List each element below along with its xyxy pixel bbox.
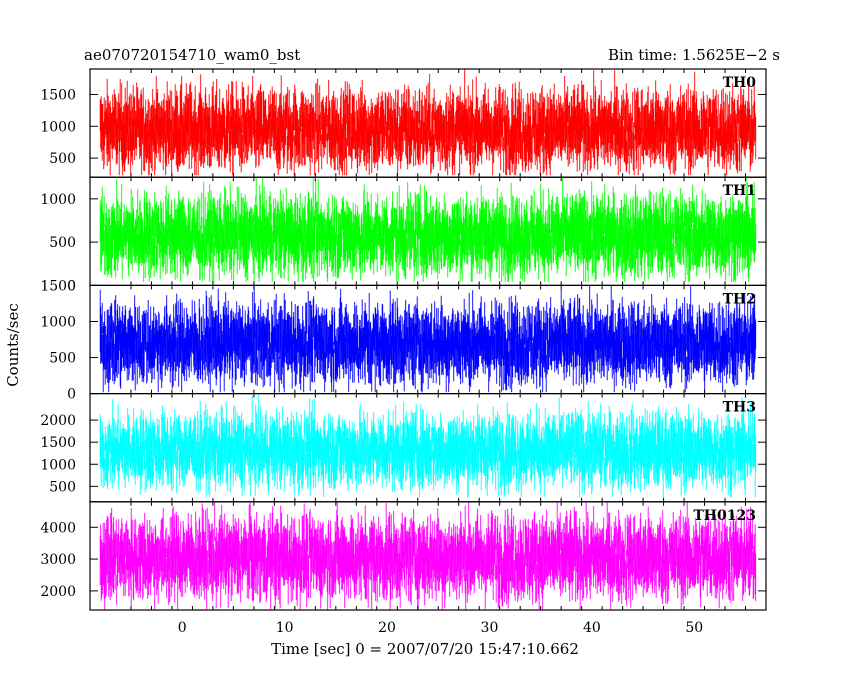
x-axis-label: Time [sec] 0 = 2007/07/20 15:47:10.662 [271, 640, 579, 658]
y-tick-label: 4000 [40, 520, 76, 536]
y-axis-label: Counts/sec [4, 303, 22, 387]
chart-title: ae070720154710_wam0_bst [84, 46, 300, 64]
x-tick-label: 10 [276, 620, 294, 636]
x-tick-label: 0 [178, 620, 187, 636]
x-tick-label: 40 [583, 620, 601, 636]
y-tick-label: 3000 [40, 552, 76, 568]
y-tick-label: 1000 [40, 192, 76, 208]
y-tick-label: 500 [49, 151, 76, 167]
panels-group: 50010001500TH005001000TH1050010001500TH2… [40, 68, 767, 636]
y-tick-label: 1500 [40, 87, 76, 103]
series-line-th1 [99, 177, 757, 282]
panel-th2: 0 500 1000 1500 TH2 [40, 278, 767, 403]
panel-th3: 500 1000 1500 2000 TH3 [40, 393, 767, 503]
y-tick-label: 500 [49, 351, 76, 367]
y-tick-label: 500 [49, 479, 76, 495]
panel-label-th0123: TH0123 [693, 508, 756, 524]
panel-label-th3: TH3 [723, 400, 756, 416]
panel-label-th2: TH2 [723, 291, 756, 307]
x-tick-label: 20 [378, 620, 396, 636]
y-tick-label: 500 [49, 235, 76, 251]
panel-th0: 500 1000 1500 TH0 [40, 68, 767, 178]
bin-time-label: Bin time: 1.5625E−2 s [608, 46, 780, 64]
series-line-th0 [99, 69, 757, 176]
series-line-th0123 [99, 501, 757, 610]
y-tick-label: 1000 [40, 314, 76, 330]
panel-label-th0: TH0 [723, 75, 757, 91]
y-tick-label: 0 [67, 387, 76, 403]
series-line-th2 [99, 285, 757, 393]
y-tick-label: 0 [67, 278, 76, 294]
y-tick-label: 2000 [40, 584, 76, 600]
series-line-th3 [99, 394, 757, 498]
x-tick-label: 50 [685, 620, 703, 636]
y-tick-label: 1500 [40, 435, 76, 451]
y-tick-label: 1000 [40, 119, 76, 135]
x-tick-label: 30 [481, 620, 499, 636]
y-tick-label: 2000 [40, 413, 76, 429]
panel-th0123: 2000 3000 4000 TH0123 [40, 501, 767, 611]
panel-th1: 0 500 1000 TH1 [40, 176, 767, 294]
y-tick-label: 1000 [40, 457, 76, 473]
panel-label-th1: TH1 [723, 183, 756, 199]
panel-frame [89, 501, 767, 611]
y-tick-label: 1500 [40, 278, 76, 294]
